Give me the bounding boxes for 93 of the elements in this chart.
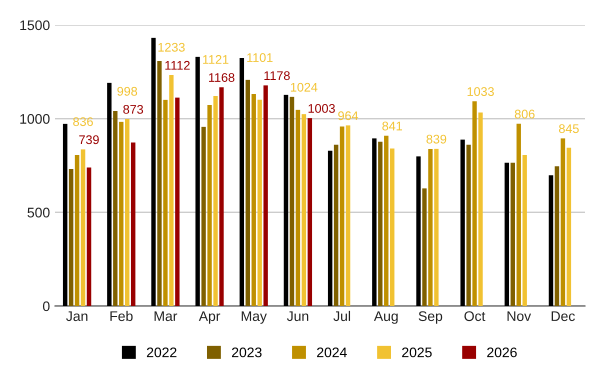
data-label: 836: [73, 117, 93, 126]
bar: [290, 96, 294, 306]
data-label: 998: [117, 86, 138, 96]
bar: [510, 162, 515, 306]
bar: [125, 119, 130, 306]
bar: [478, 112, 483, 306]
x-tick-label: Jan: [66, 311, 88, 322]
bar: [213, 96, 218, 306]
bar: [516, 124, 521, 306]
data-label: 841: [382, 122, 402, 130]
y-tick-label: 1500: [20, 20, 50, 30]
bar: [390, 148, 394, 306]
bar: [422, 188, 427, 306]
bar: [252, 94, 256, 306]
legend-label: 2025: [402, 347, 432, 358]
data-label: 1003: [308, 104, 335, 113]
x-tick-label: Sep: [418, 311, 442, 324]
bar: [195, 56, 200, 306]
x-tick-label: Apr: [198, 311, 220, 324]
x-tick-label: Jul: [333, 310, 350, 322]
bar: [466, 144, 471, 306]
bar: [201, 126, 206, 306]
bar: [340, 126, 344, 306]
bar: [163, 100, 168, 306]
bar: [107, 82, 112, 306]
x-tick-label: May: [242, 311, 267, 324]
legend-label: 2026: [487, 347, 517, 358]
bar: [207, 104, 212, 306]
bar: [378, 142, 382, 306]
bar: [175, 98, 180, 306]
bar: [80, 149, 86, 306]
data-label: 964: [338, 111, 358, 120]
x-tick-label: Dec: [552, 311, 575, 322]
bar: [346, 125, 350, 306]
data-label: 839: [426, 134, 446, 144]
bar: [472, 101, 477, 306]
data-label: 1233: [158, 42, 185, 52]
bar: [566, 148, 572, 306]
bar: [284, 94, 288, 306]
y-tick-label: 500: [28, 208, 50, 218]
x-tick-label: Mar: [154, 311, 178, 322]
bar: [113, 110, 118, 306]
legend-label: 2022: [146, 347, 176, 358]
bar: [372, 138, 377, 306]
bar: [302, 114, 306, 306]
x-tick-label: Feb: [110, 310, 133, 322]
bar: [308, 118, 312, 306]
bar: [504, 162, 510, 306]
bar: [434, 148, 439, 306]
bar: [169, 75, 174, 306]
bar: [219, 87, 224, 306]
data-label: 806: [514, 110, 535, 118]
data-label: 1121: [203, 55, 228, 64]
x-tick-label: Nov: [508, 311, 532, 322]
x-tick-label: Jun: [286, 311, 308, 322]
bar: [240, 58, 244, 306]
legend-label: 2023: [232, 347, 262, 358]
bar: [460, 140, 465, 306]
bar: [334, 144, 338, 306]
bar: [428, 149, 433, 306]
bar: [263, 85, 268, 306]
bar: [246, 80, 250, 306]
bar: [74, 155, 80, 306]
bar: [560, 138, 566, 306]
x-tick-label: Aug: [374, 311, 398, 324]
bar: [157, 60, 162, 306]
data-label: 873: [123, 104, 144, 114]
y-tick-label: 0: [42, 301, 50, 312]
bar: [554, 166, 560, 306]
bar: [62, 124, 68, 306]
data-label: 1024: [290, 82, 318, 92]
y-tick-label: 1000: [20, 114, 50, 124]
bar: [384, 136, 388, 306]
bar: [548, 175, 554, 306]
legend-label: 2024: [317, 347, 347, 358]
data-label: 1168: [209, 73, 234, 82]
data-label: 739: [79, 135, 99, 144]
bar: [296, 110, 300, 306]
bar: [522, 155, 527, 306]
bar: [258, 100, 262, 306]
x-tick-label: Oct: [464, 311, 486, 322]
bar: [151, 38, 156, 306]
bar: [328, 150, 332, 306]
bar: [416, 156, 421, 306]
bar: [68, 169, 74, 306]
bar: [119, 122, 124, 306]
data-label: 1033: [468, 87, 494, 96]
bar: [130, 142, 136, 306]
data-label: 1112: [165, 60, 190, 70]
data-label: 1101: [247, 53, 273, 62]
data-label: 845: [558, 124, 579, 134]
data-label: 1178: [264, 71, 290, 80]
bar: [86, 168, 92, 306]
